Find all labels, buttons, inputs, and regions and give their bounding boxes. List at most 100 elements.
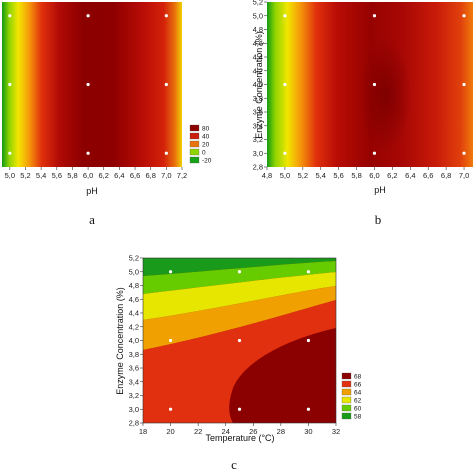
y-tick-label: 4,8 — [253, 25, 263, 34]
panel-c-design-points — [168, 270, 311, 411]
y-tick-label: 4,0 — [129, 336, 139, 345]
y-tick-label: 3,8 — [129, 350, 139, 359]
x-tick-label: 28 — [277, 427, 285, 436]
x-tick-label: 6,6 — [423, 171, 433, 180]
y-tick-label: 5,2 — [253, 0, 263, 7]
design-point — [237, 338, 242, 343]
y-tick-label: 4,8 — [129, 281, 139, 290]
design-point — [283, 151, 287, 155]
design-point — [237, 407, 242, 411]
legend-swatch — [189, 140, 200, 148]
panel-b-caption: b — [375, 212, 382, 227]
design-point — [8, 14, 12, 18]
x-tick-label: 6,4 — [405, 171, 415, 180]
design-point — [164, 14, 168, 18]
x-tick-label: 6,8 — [441, 171, 451, 180]
legend-label: 20 — [202, 142, 210, 149]
panel-c-y-label: Enzyme Concentration (%) — [115, 287, 125, 395]
y-tick-label: 4,2 — [253, 66, 263, 75]
panel-a-x-label: pH — [86, 186, 98, 196]
panel-c: 18 20 22 24 26 28 30 32 2,8 3,0 3,2 3,4 3,6 3,8 4,0 4,… — [115, 254, 362, 472]
x-tick-label: 5,0 — [5, 171, 15, 180]
design-point — [462, 151, 466, 155]
legend-label: 58 — [354, 414, 362, 421]
legend-swatch — [189, 124, 200, 132]
x-tick-label: 26 — [249, 427, 257, 436]
legend-label: -20 — [202, 158, 212, 165]
x-tick-label: 5,6 — [52, 171, 62, 180]
x-tick-label: 22 — [194, 427, 202, 436]
y-tick-label: 5,0 — [253, 11, 263, 20]
design-point — [462, 82, 466, 87]
legend-label: 64 — [354, 390, 362, 397]
y-tick-label: 3,0 — [253, 149, 263, 158]
y-tick-label: 5,2 — [129, 254, 139, 263]
legend-swatch — [341, 372, 352, 380]
design-point — [86, 82, 90, 87]
y-tick-label: 3,4 — [253, 121, 263, 130]
panel-b-x-label: pH — [374, 185, 386, 195]
y-tick-label: 3,8 — [253, 94, 263, 103]
x-tick-label: 5,4 — [316, 171, 326, 180]
panel-b-x-ticks: 4,8 5,0 5,2 5,4 5,6 5,8 6,0 6,2 6,4 6,6 6,8 7,0 — [262, 167, 469, 180]
panel-a-caption: a — [89, 212, 95, 227]
panel-a-x-ticks: 5,0 5,2 5,4 5,6 5,8 6,0 6,2 6,4 6,6 6,8 7,0 7,2 — [5, 167, 187, 180]
x-tick-label: 6,8 — [145, 171, 155, 180]
design-point — [237, 270, 242, 274]
x-tick-label: 5,8 — [67, 171, 77, 180]
legend-swatch — [189, 148, 200, 156]
design-point — [372, 82, 377, 87]
design-point — [8, 82, 12, 87]
legend-label: 66 — [354, 382, 362, 389]
panel-c-x-ticks: 18 20 22 24 26 28 30 32 — [139, 423, 340, 436]
design-point — [462, 14, 466, 18]
x-tick-label: 5,2 — [298, 171, 308, 180]
x-tick-label: 5,4 — [36, 171, 46, 180]
y-tick-label: 4,4 — [253, 53, 263, 62]
y-tick-label: 4,0 — [253, 80, 263, 89]
legend-label: 80 — [202, 126, 210, 133]
legend-label: 60 — [354, 406, 362, 413]
design-point — [168, 407, 173, 411]
y-tick-label: 4,6 — [253, 39, 263, 48]
x-tick-label: 20 — [166, 427, 174, 436]
x-tick-label: 7,2 — [177, 171, 187, 180]
panel-b-y-ticks: 2,8 3,0 3,2 3,4 3,6 3,8 4,0 4,2 4,4 4,6 4,8 5,0 5,2 — [253, 0, 267, 172]
legend-swatch — [341, 404, 352, 412]
design-point — [306, 270, 311, 274]
x-tick-label: 7,0 — [161, 171, 171, 180]
design-point — [86, 151, 90, 155]
y-tick-label: 4,6 — [129, 295, 139, 304]
y-tick-label: 3,6 — [253, 108, 263, 117]
panel-c-y-ticks: 2,8 3,0 3,2 3,4 3,6 3,8 4,0 4,2 4,4 4,6 4,8 5,0 5,2 — [129, 254, 143, 428]
legend-label: 68 — [354, 374, 362, 381]
y-tick-label: 3,4 — [129, 377, 139, 386]
y-tick-label: 3,6 — [129, 364, 139, 373]
y-tick-label: 5,0 — [129, 267, 139, 276]
panel-a-plot-area — [2, 2, 182, 167]
x-tick-label: 6,6 — [130, 171, 140, 180]
design-point — [8, 151, 12, 155]
x-tick-label: 5,0 — [280, 171, 290, 180]
x-tick-label: 32 — [332, 427, 340, 436]
panel-b-y-label: Enzyme Concentration (%) — [254, 31, 264, 139]
design-point — [372, 14, 377, 18]
panel-b-design-points — [283, 14, 466, 155]
legend-swatch — [189, 156, 200, 164]
x-tick-label: 5,8 — [351, 171, 361, 180]
x-tick-label: 30 — [304, 427, 312, 436]
panel-b-optimum-region — [359, 37, 411, 153]
y-tick-label: 4,2 — [129, 322, 139, 331]
panel-c-x-label: Temperature (°C) — [205, 433, 274, 443]
design-point — [283, 14, 287, 18]
y-tick-label: 3,2 — [129, 391, 139, 400]
y-tick-label: 3,0 — [129, 405, 139, 414]
design-point — [86, 14, 90, 18]
panel-c-plot-area — [143, 258, 336, 423]
design-point — [168, 338, 173, 343]
legend-swatch — [341, 380, 352, 388]
legend-swatch — [341, 396, 352, 404]
design-point — [306, 338, 311, 343]
panel-a: 5,0 5,2 5,4 5,6 5,8 6,0 6,2 6,4 6,6 6,8 7,0 7,2 pH … — [2, 2, 212, 227]
